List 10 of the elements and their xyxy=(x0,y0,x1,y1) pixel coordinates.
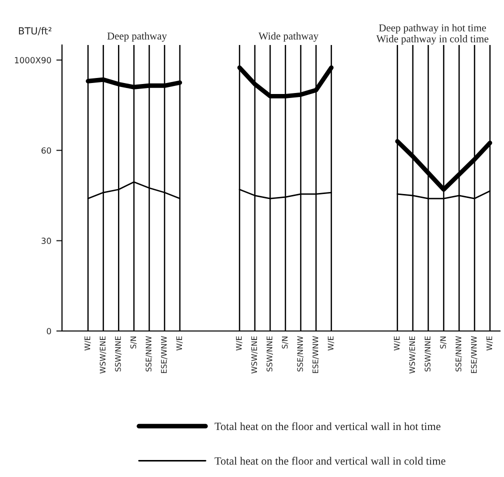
chart-title: Deep pathway in hot time Wide pathway in cold time xyxy=(376,24,488,44)
chart-title: Wide pathway xyxy=(258,32,318,42)
y-tick-label: 30 xyxy=(42,238,52,244)
text: Total heat on the floor and vertical wall in hot time xyxy=(214,422,440,430)
text: Total heat on the floor and vertical wall in cold time xyxy=(214,456,446,465)
y-tick-label: 1000X90 xyxy=(14,57,52,64)
chart-title: Deep pathway xyxy=(107,32,167,42)
y-tick-label: 0 xyxy=(46,328,52,334)
y-tick-label: 60 xyxy=(42,147,52,154)
y-axis-title: BTU/ft² xyxy=(18,27,52,36)
